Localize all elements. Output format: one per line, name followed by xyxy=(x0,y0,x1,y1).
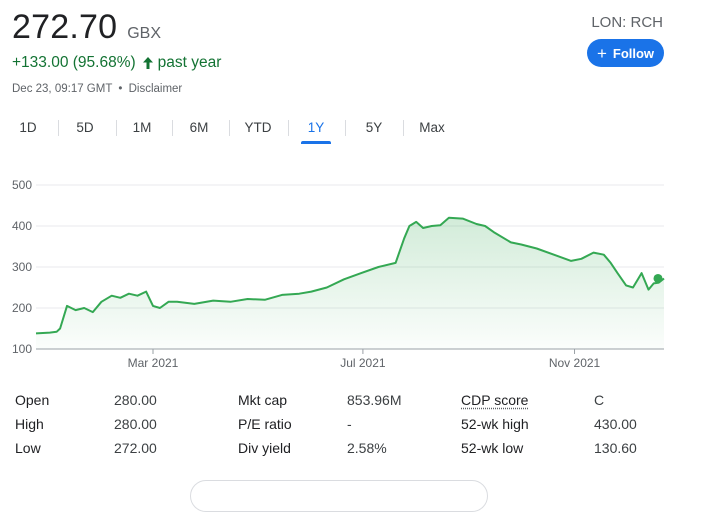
x-tick-label: Jul 2021 xyxy=(340,356,386,370)
stat-label-mkt-cap: Mkt cap xyxy=(238,392,288,408)
tab-5d[interactable]: 5D xyxy=(76,120,94,135)
x-tick-label: Nov 2021 xyxy=(549,356,601,370)
tab-divider xyxy=(116,120,117,136)
y-tick-label: 500 xyxy=(12,178,32,192)
tab-divider xyxy=(345,120,346,136)
x-tick-label: Mar 2021 xyxy=(128,356,179,370)
follow-label: Follow xyxy=(612,45,655,61)
ticker-symbol: LON: RCH xyxy=(591,14,663,31)
y-axis: 100 200 300 400 500 xyxy=(12,178,32,356)
tab-divider xyxy=(172,120,173,136)
tab-5y[interactable]: 5Y xyxy=(365,120,383,135)
stat-label-pe-ratio: P/E ratio xyxy=(238,416,292,432)
price-change-row: +133.00 (95.68%) past year xyxy=(12,54,221,72)
y-tick-label: 300 xyxy=(12,260,32,274)
price-change: +133.00 (95.68%) xyxy=(12,54,136,71)
stat-label-cdp-score[interactable]: CDP score xyxy=(461,392,529,408)
disclaimer-link[interactable]: Disclaimer xyxy=(128,83,183,95)
stock-price: 272.70 xyxy=(12,8,118,46)
stat-label-low: Low xyxy=(15,440,41,456)
timestamp: Dec 23, 09:17 GMT xyxy=(12,83,113,95)
more-about-button[interactable] xyxy=(190,480,488,512)
tab-divider xyxy=(288,120,289,136)
y-tick-label: 200 xyxy=(12,301,32,315)
tab-divider xyxy=(403,120,404,136)
tab-divider xyxy=(58,120,59,136)
stat-label-52wk-high: 52-wk high xyxy=(461,416,529,432)
stat-value-open: 280.00 xyxy=(114,392,157,408)
tab-1y[interactable]: 1Y xyxy=(299,114,333,144)
stats-row: Open 280.00 Mkt cap 853.96M CDP score C xyxy=(15,392,675,412)
separator-dot: • xyxy=(118,83,123,95)
stat-value-high: 280.00 xyxy=(114,416,157,432)
stat-value-mkt-cap: 853.96M xyxy=(347,392,402,408)
stat-value-div-yield: 2.58% xyxy=(347,440,387,456)
price-line xyxy=(35,216,665,335)
price-row: 272.70 GBX xyxy=(12,8,161,47)
stat-label-52wk-low: 52-wk low xyxy=(461,440,524,456)
change-period: past year xyxy=(157,54,222,71)
tab-1d[interactable]: 1D xyxy=(19,120,37,135)
arrow-up-icon xyxy=(142,56,154,70)
follow-button[interactable]: + Follow xyxy=(587,39,664,67)
tab-6m[interactable]: 6M xyxy=(189,120,209,135)
tab-1m[interactable]: 1M xyxy=(132,120,152,135)
y-tick-label: 100 xyxy=(12,342,32,356)
stats-row: High 280.00 P/E ratio - 52-wk high 430.0… xyxy=(15,416,675,436)
stat-label-div-yield: Div yield xyxy=(238,440,291,456)
stat-value-low: 272.00 xyxy=(114,440,157,456)
plus-icon: + xyxy=(596,43,607,63)
last-price-marker xyxy=(653,273,663,283)
time-range-tabs: 1D 5D 1M 6M YTD 1Y 5Y Max xyxy=(0,114,703,144)
stat-label-open: Open xyxy=(15,392,50,408)
tab-max[interactable]: Max xyxy=(419,120,445,135)
meta-row: Dec 23, 09:17 GMT • Disclaimer xyxy=(12,83,182,95)
stat-value-52wk-high: 430.00 xyxy=(594,416,637,432)
stat-value-52wk-low: 130.60 xyxy=(594,440,637,456)
price-area xyxy=(36,217,664,349)
tab-ytd[interactable]: YTD xyxy=(244,120,272,135)
price-chart[interactable]: 100 200 300 400 500 Mar 2021 Jul 2021 Nov 2021 xyxy=(0,170,703,375)
stat-label-high: High xyxy=(15,416,44,432)
stats-row: Low 272.00 Div yield 2.58% 52-wk low 130… xyxy=(15,440,675,460)
tab-divider xyxy=(229,120,230,136)
currency-label: GBX xyxy=(127,25,161,42)
x-axis: Mar 2021 Jul 2021 Nov 2021 xyxy=(128,349,601,370)
y-tick-label: 400 xyxy=(12,219,32,233)
stat-value-pe-ratio: - xyxy=(347,416,352,432)
stat-value-cdp-score: C xyxy=(594,392,605,408)
